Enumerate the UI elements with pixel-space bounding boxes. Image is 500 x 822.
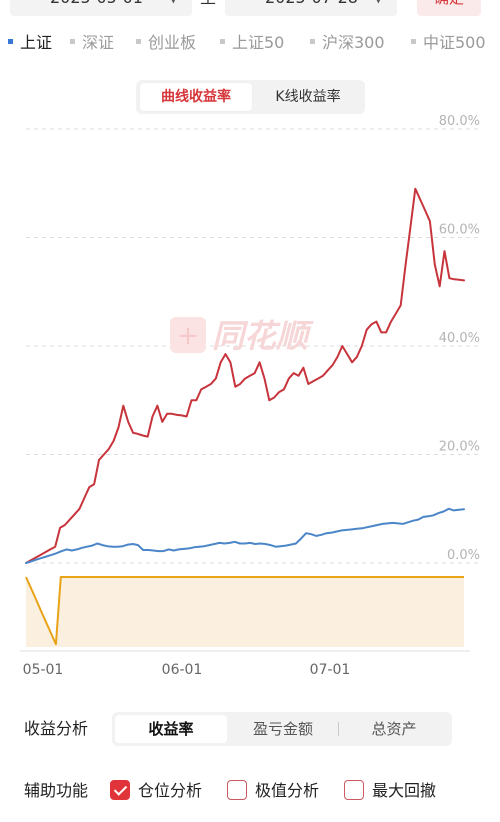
watermark-logo-glyph: + bbox=[177, 321, 199, 351]
watermark-logo-icon bbox=[170, 317, 206, 353]
legend-item-sz[interactable]: 深证 bbox=[70, 30, 114, 56]
return-chart: + 同花顺 80.0% 60.0% 40.0% 20.0% 0.0% 05-01 06-0… bbox=[20, 114, 480, 678]
tab-divider bbox=[338, 722, 339, 736]
legend-item-hs300[interactable]: 沪深300 bbox=[310, 30, 385, 56]
position-line bbox=[25, 576, 464, 646]
aux-position-analysis[interactable]: 仓位分析 bbox=[110, 779, 202, 803]
legend-marker-icon bbox=[70, 39, 75, 44]
analysis-tabs: 收益率 盈亏金额 总资产 bbox=[112, 712, 452, 746]
start-date-picker[interactable]: 2025-05-01 ▼ bbox=[10, 0, 192, 16]
y-tick-label: 40.0% bbox=[439, 331, 480, 346]
legend-marker-icon bbox=[411, 39, 416, 44]
chart-grid bbox=[26, 128, 480, 564]
tab-return-rate[interactable]: 收益率 bbox=[115, 715, 227, 743]
aux-extreme-analysis[interactable]: 极值分析 bbox=[227, 779, 319, 803]
date-separator: 至 bbox=[200, 0, 216, 16]
y-tick-label: 20.0% bbox=[439, 440, 480, 455]
aux-label: 辅助功能 bbox=[24, 781, 89, 800]
y-tick-label: 0.0% bbox=[447, 548, 480, 563]
chart-mode-toggle: 曲线收益率 K线收益率 bbox=[136, 80, 365, 114]
legend-marker-icon bbox=[8, 39, 13, 44]
legend-item-sh[interactable]: 上证 bbox=[8, 30, 52, 56]
legend-item-label: 深证 bbox=[82, 33, 115, 52]
watermark-text: 同花顺 bbox=[212, 317, 314, 355]
x-axis-labels: 05-01 06-01 07-01 bbox=[20, 650, 470, 678]
index-legend: 上证 深证 创业板 上证50 沪深300 中证500 bbox=[0, 30, 500, 56]
tab-profit-amount[interactable]: 盈亏金额 bbox=[252, 720, 313, 738]
checkbox-icon[interactable] bbox=[227, 779, 247, 800]
aux-option-label: 极值分析 bbox=[255, 781, 320, 800]
tab-total-assets[interactable]: 总资产 bbox=[371, 720, 417, 738]
y-tick-label: 60.0% bbox=[439, 223, 480, 238]
x-tick-label: 06-01 bbox=[162, 662, 203, 678]
legend-item-label: 创业板 bbox=[148, 33, 197, 52]
y-tick-label: 80.0% bbox=[439, 114, 480, 129]
tab-curve-return[interactable]: 曲线收益率 bbox=[140, 83, 252, 111]
x-tick-label: 05-01 bbox=[23, 662, 64, 678]
series-lines bbox=[25, 187, 465, 564]
aux-max-drawdown[interactable]: 最大回撤 bbox=[344, 779, 436, 803]
legend-marker-icon bbox=[136, 39, 141, 44]
aux-option-label: 仓位分析 bbox=[138, 781, 203, 800]
position-fill bbox=[26, 577, 464, 647]
series-line-portfolio bbox=[25, 187, 465, 564]
aux-option-label: 最大回撤 bbox=[372, 781, 437, 800]
watermark: + 同花顺 bbox=[170, 317, 314, 355]
chevron-down-icon: ▼ bbox=[169, 0, 178, 16]
chevron-down-icon: ▼ bbox=[374, 0, 383, 16]
position-area bbox=[25, 576, 464, 647]
legend-item-zz500[interactable]: 中证500 bbox=[411, 30, 486, 56]
legend-item-sz50[interactable]: 上证50 bbox=[220, 30, 284, 56]
legend-item-label: 上证 bbox=[20, 33, 53, 52]
checkbox-checked-icon[interactable] bbox=[110, 779, 130, 800]
confirm-button[interactable]: 确定 bbox=[417, 0, 481, 16]
start-date-value: 2025-05-01 bbox=[50, 0, 143, 7]
tab-kline-return[interactable]: K线收益率 bbox=[275, 89, 341, 105]
legend-item-label: 沪深300 bbox=[322, 33, 385, 52]
end-date-value: 2025-07-28 bbox=[265, 0, 358, 7]
y-axis-labels: 80.0% 60.0% 40.0% 20.0% 0.0% bbox=[439, 114, 480, 563]
checkbox-icon[interactable] bbox=[344, 779, 364, 800]
date-range-bar: 2025-05-01 ▼ 至 2025-07-28 ▼ 确定 bbox=[0, 0, 500, 16]
legend-item-label: 中证500 bbox=[423, 33, 486, 52]
legend-item-cyb[interactable]: 创业板 bbox=[136, 30, 196, 56]
end-date-picker[interactable]: 2025-07-28 ▼ bbox=[225, 0, 397, 16]
legend-marker-icon bbox=[310, 39, 315, 44]
analysis-label: 收益分析 bbox=[24, 719, 89, 738]
x-tick-label: 07-01 bbox=[310, 662, 351, 678]
series-line-index bbox=[25, 507, 465, 564]
legend-item-label: 上证50 bbox=[232, 33, 285, 52]
legend-marker-icon bbox=[220, 39, 225, 44]
